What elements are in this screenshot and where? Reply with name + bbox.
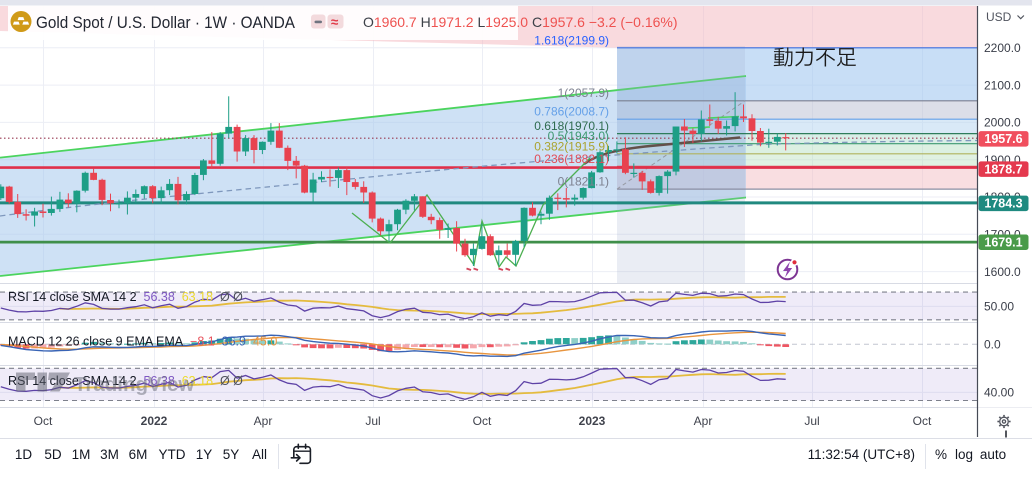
svg-text:O1960.7 H1971.2 L1925.0 C1957.: O1960.7 H1971.2 L1925.0 C1957.6 −3.2 (−0… xyxy=(363,14,678,30)
svg-text:0.786(2008.7): 0.786(2008.7) xyxy=(534,105,609,119)
svg-text:0.0: 0.0 xyxy=(984,338,1001,352)
svg-text:2000.0: 2000.0 xyxy=(984,116,1021,130)
svg-text:Apr: Apr xyxy=(254,414,273,428)
svg-text:auto: auto xyxy=(980,447,1006,462)
svg-text:50.00: 50.00 xyxy=(984,300,1014,314)
svg-text:Jul: Jul xyxy=(365,414,380,428)
svg-text:All: All xyxy=(252,447,267,462)
svg-text:MACD 12 26 close 9 EMA EMA −8: MACD 12 26 close 9 EMA EMA −8.1 36.9 45.… xyxy=(8,335,277,349)
svg-text:Oct: Oct xyxy=(913,414,932,428)
svg-text:1784.3: 1784.3 xyxy=(984,197,1022,211)
svg-text:5Y: 5Y xyxy=(223,447,240,462)
svg-text:1600.0: 1600.0 xyxy=(984,265,1021,279)
svg-text:1M: 1M xyxy=(72,447,91,462)
svg-text:2023: 2023 xyxy=(579,414,606,428)
svg-text:0.236(1882.1): 0.236(1882.1) xyxy=(534,152,609,166)
svg-text:6M: 6M xyxy=(129,447,148,462)
svg-text:USD: USD xyxy=(986,10,1012,24)
svg-text:1D: 1D xyxy=(15,447,33,462)
svg-text:3M: 3M xyxy=(100,447,119,462)
svg-text:2022: 2022 xyxy=(141,414,168,428)
svg-text:0(1821.1): 0(1821.1) xyxy=(558,175,609,189)
svg-text:Oct: Oct xyxy=(34,414,53,428)
svg-text:11:32:54 (UTC+8): 11:32:54 (UTC+8) xyxy=(808,447,915,462)
svg-text:RSI 14 close SMA 14 2 56.38: RSI 14 close SMA 14 2 56.38 63.18 Ø Ø xyxy=(8,290,243,304)
svg-text:2100.0: 2100.0 xyxy=(984,78,1021,92)
svg-text:Gold Spot / U.S. Dollar · 1W ·: Gold Spot / U.S. Dollar · 1W · OANDA xyxy=(36,14,295,32)
svg-text:40.00: 40.00 xyxy=(984,386,1014,400)
svg-text:≈: ≈ xyxy=(331,15,339,30)
svg-text:Jul: Jul xyxy=(804,414,819,428)
svg-text:YTD: YTD xyxy=(159,447,186,462)
svg-text:Apr: Apr xyxy=(694,414,713,428)
svg-text:1.618(2199.9): 1.618(2199.9) xyxy=(534,34,609,48)
svg-text:TradingView: TradingView xyxy=(74,373,194,396)
svg-text:%: % xyxy=(935,447,947,462)
svg-text:log: log xyxy=(955,447,973,462)
svg-text:1679.1: 1679.1 xyxy=(984,236,1022,250)
svg-text:2200.0: 2200.0 xyxy=(984,41,1021,55)
svg-text:1957.6: 1957.6 xyxy=(984,132,1022,146)
svg-text:5D: 5D xyxy=(44,447,62,462)
svg-text:1Y: 1Y xyxy=(196,447,213,462)
svg-text:1(2057.9): 1(2057.9) xyxy=(558,86,609,100)
svg-text:1878.7: 1878.7 xyxy=(984,163,1022,177)
svg-text:Oct: Oct xyxy=(473,414,492,428)
